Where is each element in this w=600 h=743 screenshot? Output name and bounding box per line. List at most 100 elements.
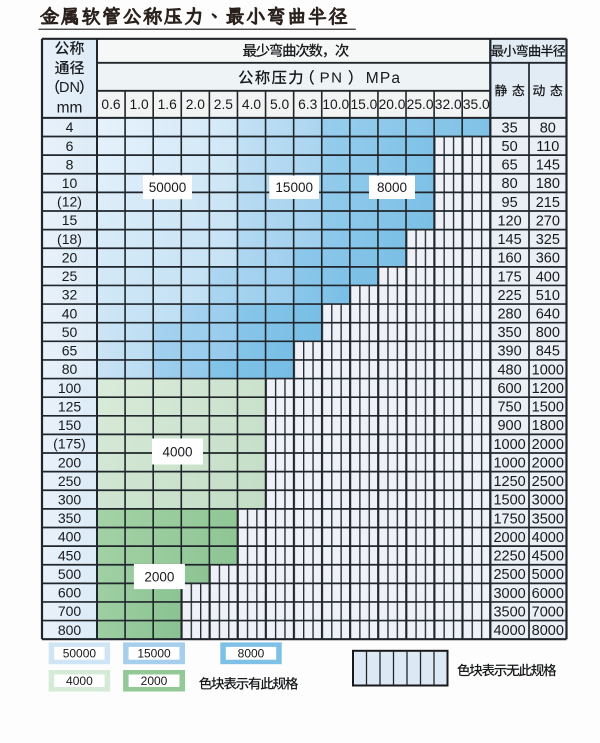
svg-text:(18): (18) [57,231,82,247]
svg-text:325: 325 [536,232,560,248]
svg-text:10: 10 [62,175,78,191]
svg-text:3500: 3500 [532,511,564,527]
svg-text:600: 600 [58,585,82,601]
svg-text:4000: 4000 [532,530,564,546]
svg-text:390: 390 [497,344,521,360]
svg-text:80: 80 [62,361,78,377]
svg-text:MPa: MPa [366,70,401,87]
svg-text:0.6: 0.6 [101,97,121,112]
svg-text:(12): (12) [57,194,82,210]
svg-text:215: 215 [536,195,560,211]
svg-text:250: 250 [58,473,82,489]
svg-text:50: 50 [502,139,518,155]
svg-text:4000: 4000 [493,623,525,639]
svg-text:450: 450 [58,547,82,563]
svg-text:510: 510 [536,288,560,304]
svg-text:25.0: 25.0 [407,97,434,112]
svg-text:2.5: 2.5 [214,97,234,112]
svg-text:200: 200 [58,454,82,470]
svg-text:DN: DN [59,80,80,96]
svg-text:35.0: 35.0 [463,97,490,112]
svg-text:500: 500 [58,566,82,582]
svg-text:1.6: 1.6 [158,97,178,112]
svg-text:845: 845 [536,344,560,360]
svg-text:2500: 2500 [532,474,564,490]
svg-text:65: 65 [502,158,518,174]
svg-text:300: 300 [58,491,82,507]
svg-text:3000: 3000 [532,493,564,509]
svg-text:50000: 50000 [149,180,187,195]
svg-text:150: 150 [58,417,82,433]
svg-text:360: 360 [536,251,560,267]
svg-text:100: 100 [58,380,82,396]
svg-text:800: 800 [58,622,82,638]
svg-text:1.0: 1.0 [130,97,150,112]
svg-text:50000: 50000 [63,647,97,661]
svg-text:15000: 15000 [137,647,171,661]
svg-text:145: 145 [497,232,521,248]
svg-text:1250: 1250 [493,474,525,490]
svg-text:mm: mm [57,99,83,116]
svg-text:1000: 1000 [493,437,525,453]
svg-text:1200: 1200 [532,381,564,397]
svg-text:15.0: 15.0 [350,97,377,112]
svg-text:160: 160 [497,251,521,267]
svg-text:4500: 4500 [532,549,564,565]
svg-text:4000: 4000 [162,444,192,459]
svg-text:15000: 15000 [275,180,313,195]
svg-text:8000: 8000 [377,180,407,195]
svg-text:110: 110 [536,139,559,155]
svg-text:600: 600 [497,381,521,397]
svg-text:1500: 1500 [493,493,525,509]
svg-text:270: 270 [536,213,560,229]
svg-text:32.0: 32.0 [435,97,462,112]
svg-text:6: 6 [66,138,74,154]
svg-text:350: 350 [497,325,521,341]
svg-text:4: 4 [66,119,74,135]
svg-text:2.0: 2.0 [186,97,206,112]
svg-text:25: 25 [62,268,78,284]
svg-text:4.0: 4.0 [242,97,262,112]
svg-text:8000: 8000 [238,647,265,661]
svg-text:125: 125 [58,398,82,414]
svg-text:6000: 6000 [532,586,564,602]
svg-text:3500: 3500 [493,604,525,620]
svg-text:480: 480 [497,362,521,378]
svg-text:32: 32 [62,287,78,303]
svg-text:40: 40 [62,305,78,321]
svg-text:1500: 1500 [532,400,564,416]
svg-text:80: 80 [502,176,518,192]
svg-text:2500: 2500 [493,567,525,583]
svg-text:1800: 1800 [532,418,564,434]
svg-text:8000: 8000 [532,623,564,639]
svg-text:400: 400 [536,269,560,285]
svg-text:50: 50 [62,324,78,340]
svg-text:80: 80 [540,120,556,136]
svg-text:750: 750 [497,400,521,416]
svg-text:2000: 2000 [493,530,525,546]
svg-text:15: 15 [62,212,78,228]
svg-text:2000: 2000 [532,437,564,453]
svg-text:280: 280 [497,306,521,322]
svg-text:1000: 1000 [493,455,525,471]
svg-text:6.3: 6.3 [298,97,318,112]
svg-text:225: 225 [497,288,521,304]
svg-text:2000: 2000 [532,455,564,471]
svg-text:8: 8 [66,156,74,172]
svg-text:800: 800 [536,325,560,341]
svg-text:180: 180 [536,176,560,192]
svg-text:PN: PN [320,70,344,87]
svg-text:400: 400 [58,529,82,545]
svg-text:145: 145 [536,158,560,174]
svg-text:5.0: 5.0 [270,97,290,112]
svg-text:4000: 4000 [66,674,93,688]
svg-text:640: 640 [536,306,560,322]
svg-text:20.0: 20.0 [379,97,406,112]
svg-text:65: 65 [62,343,78,359]
svg-text:7000: 7000 [532,604,564,620]
svg-text:700: 700 [58,603,82,619]
svg-text:5000: 5000 [532,567,564,583]
svg-text:2000: 2000 [141,674,168,688]
svg-text:10.0: 10.0 [322,97,349,112]
svg-text:1000: 1000 [532,362,564,378]
